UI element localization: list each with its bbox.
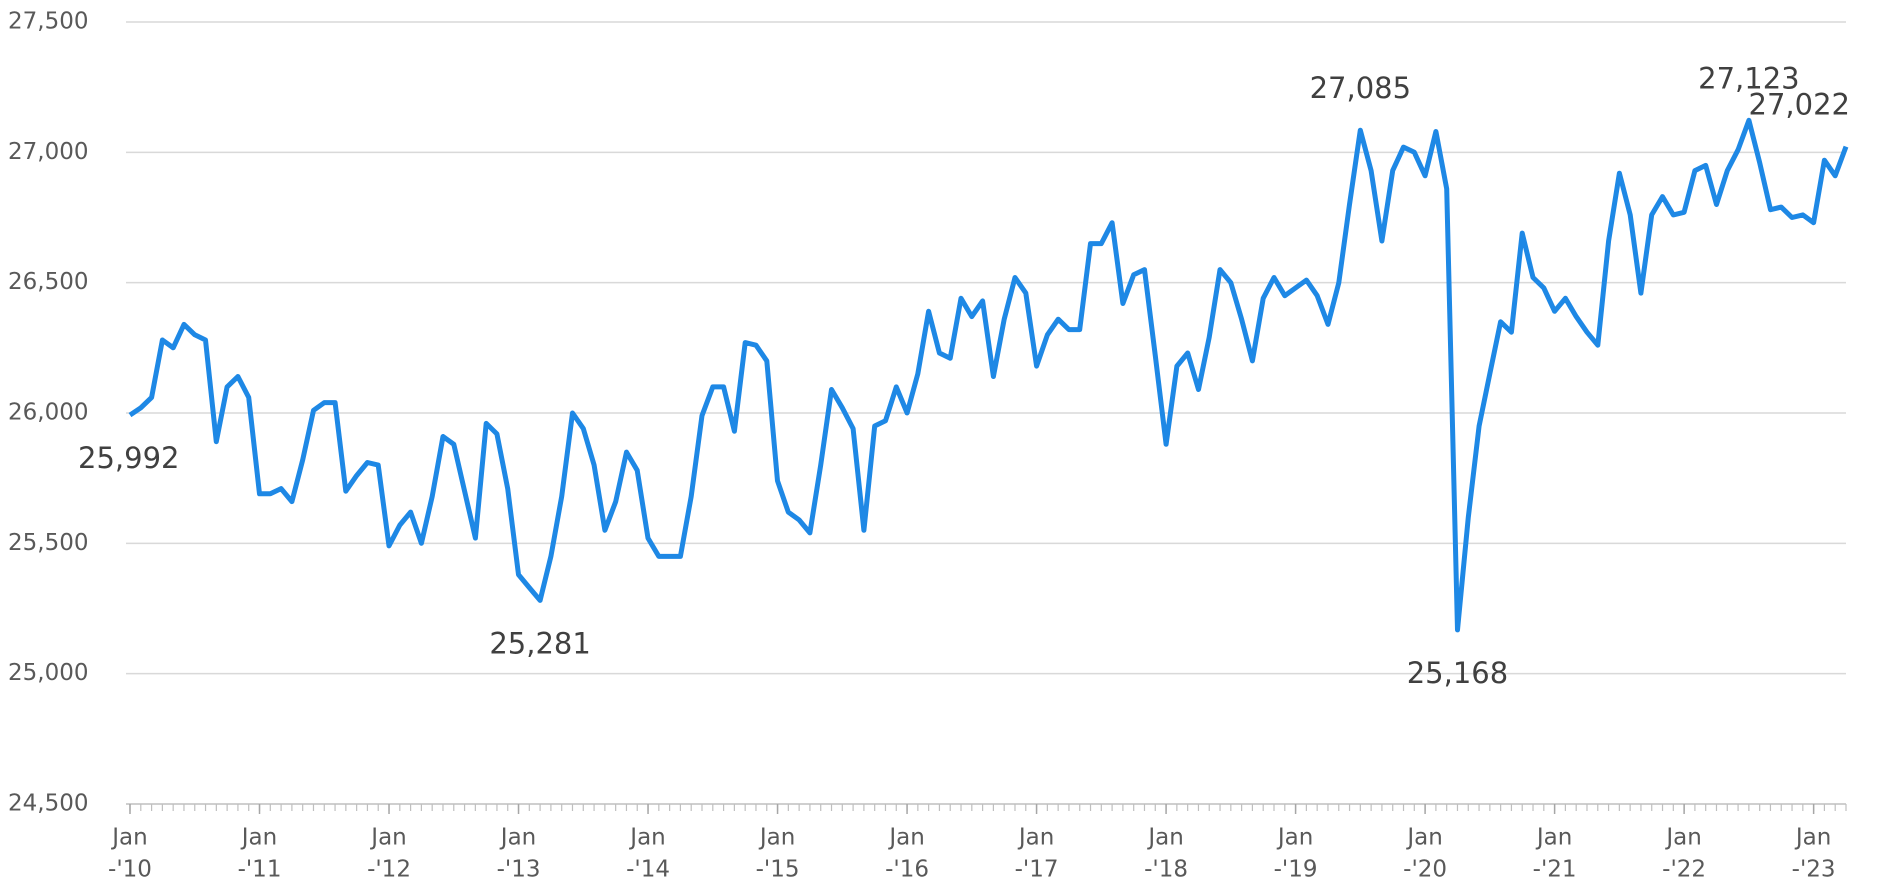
value-label: 25,992: [78, 441, 179, 475]
x-tick-label: Jan: [240, 825, 277, 851]
y-tick-label: 26,000: [8, 400, 88, 426]
x-tick-label: Jan: [887, 825, 924, 851]
x-tick-label: Jan: [628, 825, 665, 851]
x-tick-label: -'10: [108, 857, 152, 881]
x-tick-label: -'13: [497, 857, 541, 881]
x-tick-label: Jan: [1017, 825, 1054, 851]
x-tick-label: -'20: [1403, 857, 1447, 881]
x-tick-label: Jan: [1276, 825, 1313, 851]
x-tick-label: Jan: [1794, 825, 1831, 851]
x-tick-label: -'16: [885, 857, 929, 881]
x-tick-label: -'21: [1533, 857, 1577, 881]
x-tick-label: Jan: [758, 825, 795, 851]
value-label: 27,085: [1310, 71, 1411, 105]
x-tick-label: -'18: [1144, 857, 1188, 881]
x-tick-label: -'12: [367, 857, 411, 881]
x-tick-label: -'17: [1015, 857, 1059, 881]
x-tick-label: -'23: [1792, 857, 1836, 881]
x-tick-label: -'11: [238, 857, 282, 881]
y-tick-label: 25,500: [8, 530, 88, 556]
value-label: 25,281: [489, 626, 590, 660]
x-tick-label: Jan: [1535, 825, 1572, 851]
x-tick-label: -'22: [1662, 857, 1706, 881]
x-tick-label: Jan: [1405, 825, 1442, 851]
y-tick-label: 24,500: [8, 791, 88, 817]
y-tick-label: 27,000: [8, 139, 88, 165]
x-tick-label: -'19: [1274, 857, 1318, 881]
x-tick-label: -'14: [626, 857, 670, 881]
value-label: 25,168: [1407, 656, 1508, 690]
x-tick-label: -'15: [756, 857, 800, 881]
line-series: [128, 117, 1849, 633]
y-tick-label: 25,000: [8, 660, 88, 686]
x-tick-label: Jan: [110, 825, 147, 851]
x-tick-label: Jan: [499, 825, 536, 851]
value-label: 27,022: [1749, 88, 1850, 122]
x-tick-label: Jan: [1146, 825, 1183, 851]
value-label: 27,123: [1698, 61, 1799, 95]
x-tick-label: Jan: [369, 825, 406, 851]
y-tick-label: 27,500: [8, 9, 88, 35]
x-tick-label: Jan: [1664, 825, 1701, 851]
y-tick-label: 26,500: [8, 269, 88, 295]
